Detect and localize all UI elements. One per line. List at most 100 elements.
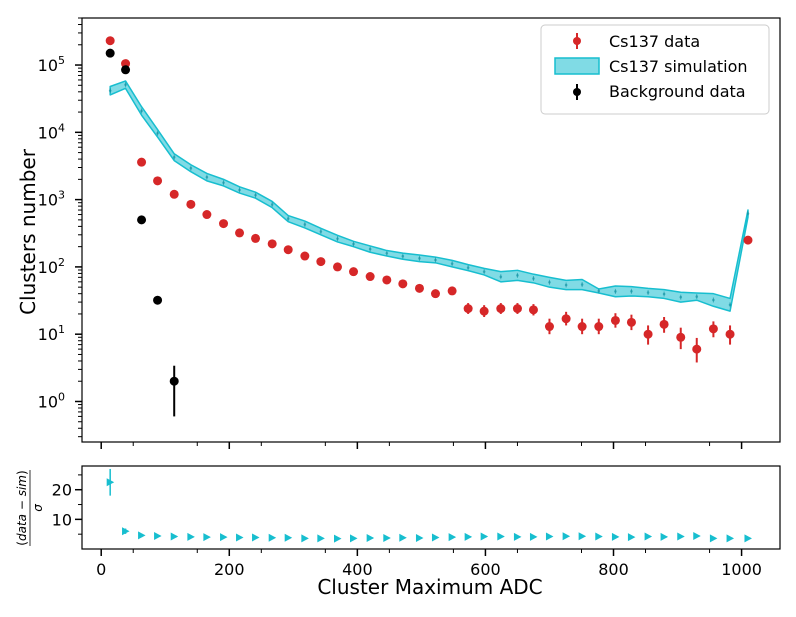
cs137-data-point [594, 322, 604, 332]
simulation-point [401, 254, 405, 258]
ratio-plot: 0 200 400 600 800 1000 10 20 (data − sim) σ Cl… [15, 465, 781, 599]
simulation-point [336, 237, 339, 240]
main-plot-frame [81, 17, 781, 443]
simulation-point [580, 283, 584, 286]
ratio-point [334, 534, 342, 543]
ratio-point [693, 531, 701, 540]
legend-entry-background-data: Background data [573, 82, 746, 101]
ratio-point [595, 532, 603, 541]
simulation-point [286, 217, 290, 220]
background-data-point [169, 376, 179, 386]
simulation-point [482, 270, 486, 273]
background-data-point [105, 48, 115, 58]
cs137-data-point [577, 322, 587, 332]
cs137-data-point [235, 228, 245, 238]
x-tick-label-200: 200 [214, 560, 245, 579]
cs137-data-point [676, 332, 686, 342]
cs137-data-point [105, 36, 115, 46]
ratio-point [399, 533, 407, 542]
cs137-data-point [692, 344, 702, 354]
main-y-tick-label-2: 102 [38, 256, 65, 277]
cs137-data-point [430, 289, 440, 299]
cs137-data-point [463, 304, 473, 314]
simulation-point [646, 291, 650, 294]
legend-cs137-data-marker [573, 37, 581, 45]
cs137-data-point [382, 275, 392, 285]
main-y-tick-label-base: 10 [38, 191, 58, 210]
simulation-point [172, 155, 176, 159]
ratio-point [562, 532, 571, 541]
cs137-data-point [610, 315, 620, 325]
cs137-data-point [300, 251, 310, 261]
ratio-point [106, 478, 115, 487]
data-points-layer [105, 36, 753, 417]
simulation-point [597, 289, 601, 293]
ratio-point [268, 533, 277, 542]
main-y-tick-label-5: 105 [38, 54, 65, 75]
simulation-point [238, 188, 241, 192]
simulation-point [108, 89, 112, 92]
x-tick-label-0: 0 [96, 560, 106, 579]
ratio-point [236, 533, 244, 542]
ratio-y-ticks: 10 20 [52, 474, 82, 535]
legend-entry-cs137-simulation: Cs137 simulation [554, 57, 748, 76]
ratio-plot-frame [81, 465, 781, 550]
ratio-point [627, 533, 636, 542]
simulation-point [695, 295, 699, 298]
legend-cs137-data-label: Cs137 data [609, 32, 700, 51]
ratio-point [170, 532, 179, 541]
simulation-point [434, 258, 437, 262]
cs137-data-point [121, 59, 131, 69]
cs137-data-point [169, 189, 179, 199]
simulation-point [270, 203, 274, 206]
ratio-point [660, 532, 669, 541]
cs137-data-point [496, 304, 506, 314]
legend-box [540, 24, 770, 115]
ratio-point [252, 533, 260, 542]
simulation-point [189, 166, 193, 170]
ratio-point [529, 532, 538, 541]
legend-cs137-simulation-swatch [554, 57, 600, 75]
simulation-point [728, 303, 732, 307]
ratio-point [513, 532, 522, 541]
simulation-point [205, 175, 209, 179]
cs137-data-point [659, 319, 669, 329]
simulation-point [385, 251, 389, 255]
legend-background-data-label: Background data [609, 82, 746, 101]
cs137-data-point [643, 329, 653, 339]
simulation-point [630, 289, 633, 293]
cs137-data-point [414, 283, 424, 293]
ratio-point [726, 534, 735, 543]
ratio-x-ticks: 0 200 400 600 800 1000 [96, 549, 762, 579]
ratio-point [677, 532, 685, 541]
simulation-point [254, 193, 257, 197]
simulation-point [352, 242, 355, 246]
ratio-point [284, 533, 293, 542]
cs137-data-point [626, 317, 636, 327]
simulation-point [532, 277, 535, 280]
ratio-point [545, 532, 554, 541]
cs137-data-point [743, 235, 753, 245]
simulation-point [222, 181, 225, 184]
ratio-point [154, 531, 162, 540]
cs137-data-point [528, 305, 538, 315]
ratio-point [187, 532, 195, 541]
background-data-point [153, 295, 163, 305]
ratio-point [317, 534, 325, 543]
simulation-point [418, 257, 421, 260]
simulation-point [499, 275, 503, 279]
ratio-point [464, 532, 473, 541]
ratio-point [611, 532, 620, 541]
simulation-point [303, 223, 307, 226]
main-y-tick-label-0: 100 [38, 390, 65, 411]
cs137-data-point [219, 219, 229, 229]
ratio-points-layer [106, 468, 752, 543]
ratio-point [220, 533, 228, 542]
ratio-y-axis-label: (data − sim) σ [15, 470, 45, 546]
simulation-point [712, 298, 715, 302]
cs137-data-point [349, 267, 359, 277]
ratio-point [366, 534, 375, 543]
legend-entry-cs137-data: Cs137 data [573, 32, 700, 51]
main-y-tick-label-exponent: 3 [58, 189, 65, 202]
